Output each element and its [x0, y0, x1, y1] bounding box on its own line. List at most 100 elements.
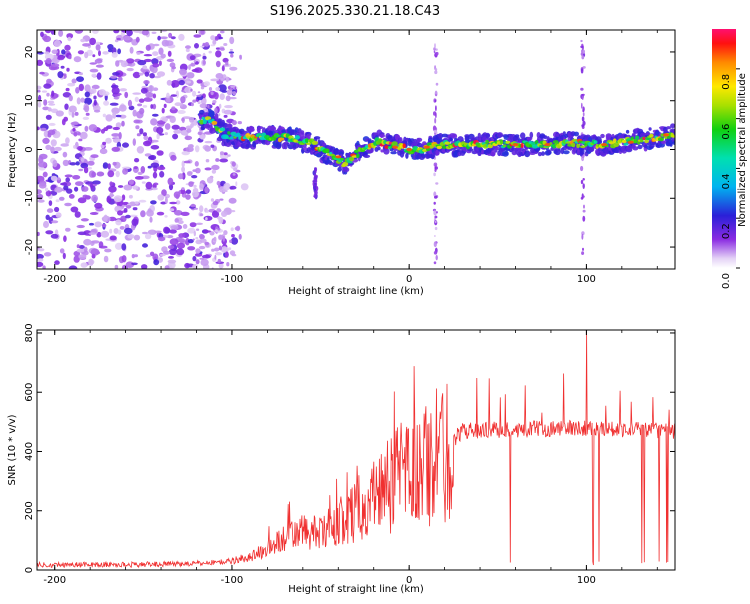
spectral-point: [37, 193, 44, 200]
spectral-point: [55, 212, 62, 218]
spectral-point: [80, 97, 85, 103]
spectral-point: [231, 161, 236, 167]
spectral-point: [77, 50, 84, 55]
spectral-point: [156, 126, 164, 134]
spectral-point: [434, 117, 437, 124]
spectral-point: [80, 218, 89, 222]
spectral-point: [65, 87, 70, 92]
spectral-point: [218, 84, 227, 92]
colorbar-label: Normalized spectral amplitude: [737, 73, 748, 227]
spectral-point: [119, 226, 125, 230]
x-tick-label: 100: [577, 575, 596, 586]
spectral-point: [78, 72, 83, 76]
spectral-point: [140, 87, 148, 94]
spectral-point: [427, 137, 433, 143]
colorbar-tick-label: 0.0: [721, 273, 732, 289]
spectral-point: [571, 142, 576, 148]
spectral-point: [597, 139, 603, 145]
spectral-point: [547, 149, 551, 155]
spectral-point: [582, 183, 585, 190]
spectral-point: [228, 51, 235, 54]
spectral-point: [206, 176, 214, 184]
spectral-point: [112, 93, 120, 97]
spectral-point: [108, 185, 117, 193]
spectral-point: [127, 99, 133, 107]
spectral-point: [204, 186, 209, 194]
spectral-point: [89, 88, 97, 94]
spectral-point: [137, 103, 143, 107]
spectral-point: [325, 148, 330, 154]
spectral-point: [159, 253, 166, 257]
spectral-point: [203, 230, 212, 233]
x-tick-label: -100: [221, 274, 244, 285]
spectral-point: [231, 253, 237, 257]
spectral-point: [142, 65, 148, 70]
spectrogram-x-label: Height of straight line (km): [288, 286, 424, 297]
spectral-point: [187, 227, 196, 234]
spectral-point: [151, 58, 159, 65]
spectral-point: [137, 59, 147, 66]
spectral-point: [583, 204, 585, 209]
spectral-point: [185, 48, 190, 53]
spectral-point: [127, 234, 135, 239]
spectral-point: [154, 230, 162, 234]
spectral-point: [133, 119, 141, 124]
spectral-point: [44, 30, 52, 34]
spectral-point: [219, 127, 226, 132]
spectral-point: [128, 179, 134, 185]
spectral-point: [46, 92, 50, 97]
spectral-point: [582, 49, 585, 54]
spectral-point: [161, 107, 165, 114]
spectral-point: [637, 144, 643, 150]
spectral-point: [73, 255, 80, 263]
spectral-point: [55, 110, 64, 117]
spectral-point: [45, 58, 52, 64]
spectral-point: [121, 255, 127, 263]
spectral-point: [502, 144, 507, 148]
spectral-point: [368, 148, 374, 152]
spectral-point: [167, 259, 177, 264]
spectral-point: [51, 63, 60, 68]
spectral-point: [433, 251, 438, 255]
spectral-point: [132, 207, 138, 211]
spectral-point: [68, 94, 73, 102]
spectral-point: [541, 151, 545, 156]
spectral-point: [433, 201, 436, 205]
spectral-point: [153, 75, 161, 79]
spectral-point: [228, 197, 237, 204]
spectral-point: [114, 264, 119, 269]
spectral-point: [218, 113, 221, 116]
spectral-point: [54, 186, 63, 193]
spectral-point: [42, 265, 46, 269]
spectral-point: [580, 68, 584, 74]
spectral-point: [235, 225, 241, 232]
spectral-point: [115, 170, 120, 178]
spectral-point: [377, 146, 381, 151]
spectral-point: [215, 60, 221, 68]
spectral-point: [433, 191, 437, 197]
spectral-point: [196, 228, 200, 231]
spectral-point: [200, 126, 205, 131]
spectrogram-points: [37, 30, 675, 269]
spectral-point: [111, 133, 120, 137]
spectral-point: [141, 231, 149, 235]
spectral-point: [179, 68, 187, 75]
spectral-point: [81, 186, 89, 192]
spectral-point: [42, 106, 50, 111]
spectral-point: [305, 142, 312, 145]
spectral-point: [219, 198, 224, 201]
spectral-point: [435, 105, 437, 112]
spectral-point: [210, 144, 215, 148]
spectral-point: [140, 210, 146, 218]
spectral-point: [227, 131, 231, 135]
spectral-point: [300, 130, 305, 135]
spectral-point: [189, 55, 196, 61]
spectral-point: [164, 215, 168, 218]
spectral-point: [184, 86, 193, 94]
spectral-point: [222, 236, 226, 242]
spectral-point: [204, 167, 212, 171]
spectral-point: [76, 248, 85, 253]
spectral-point: [54, 206, 60, 213]
spectral-point: [190, 204, 197, 208]
spectral-point: [113, 195, 123, 203]
